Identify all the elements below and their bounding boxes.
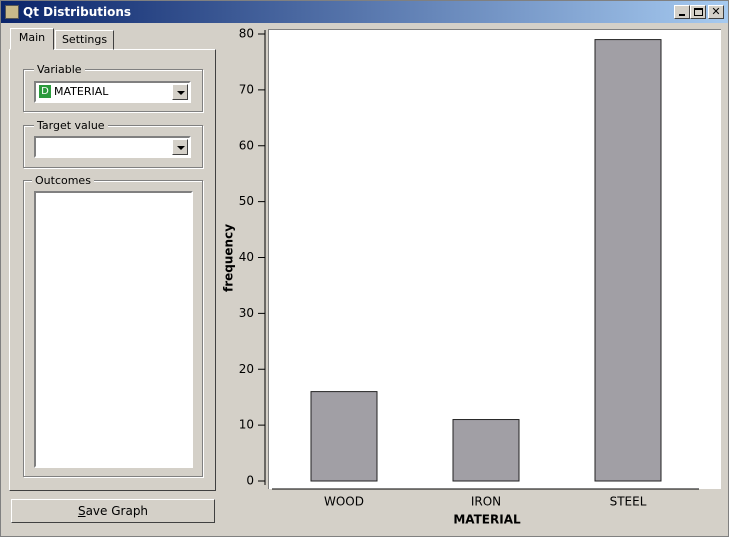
x-axis-title: MATERIAL xyxy=(453,513,521,527)
bar xyxy=(594,39,662,482)
y-tick-label: 30 xyxy=(239,306,254,320)
type-badge: D xyxy=(39,85,51,98)
combo-text: MATERIAL xyxy=(54,85,109,98)
target-combo[interactable] xyxy=(34,136,191,158)
bar xyxy=(452,419,520,482)
combo-arrow[interactable] xyxy=(172,139,188,155)
y-axis-title: frequency xyxy=(222,224,236,292)
target-group: Target value xyxy=(23,119,203,168)
close-button[interactable]: ✕ xyxy=(708,5,724,19)
tab-settings[interactable]: Settings xyxy=(55,30,114,50)
outcomes-group: Outcomes xyxy=(23,174,203,477)
minimize-button[interactable] xyxy=(674,5,690,19)
group-label: Target value xyxy=(34,119,108,132)
maximize-button[interactable] xyxy=(690,5,706,19)
title-bar: Qt Distributions ✕ xyxy=(1,1,728,23)
bar xyxy=(310,391,378,482)
y-tick-label: 10 xyxy=(239,418,254,432)
variable-combo[interactable]: D MATERIAL xyxy=(34,81,191,103)
window-title: Qt Distributions xyxy=(23,5,132,19)
x-tick-label: IRON xyxy=(471,495,501,509)
y-tick-label: 0 xyxy=(246,474,254,488)
y-tick-label: 70 xyxy=(239,82,254,96)
tab-main[interactable]: Main xyxy=(10,28,54,50)
y-tick-label: 50 xyxy=(239,194,254,208)
group-label: Variable xyxy=(34,63,85,76)
x-tick-label: WOOD xyxy=(324,495,364,509)
outcomes-list[interactable] xyxy=(34,191,193,468)
group-label: Outcomes xyxy=(32,174,94,187)
x-tick-label: STEEL xyxy=(610,495,647,509)
variable-group: Variable D MATERIAL xyxy=(23,63,203,112)
app-icon xyxy=(5,5,19,19)
y-tick-label: 20 xyxy=(239,362,254,376)
y-tick-label: 80 xyxy=(239,27,254,41)
combo-arrow[interactable] xyxy=(172,84,188,100)
y-tick-label: 60 xyxy=(239,138,254,152)
y-tick-label: 40 xyxy=(239,250,254,264)
save-graph-button[interactable]: Save Graph xyxy=(11,499,215,523)
